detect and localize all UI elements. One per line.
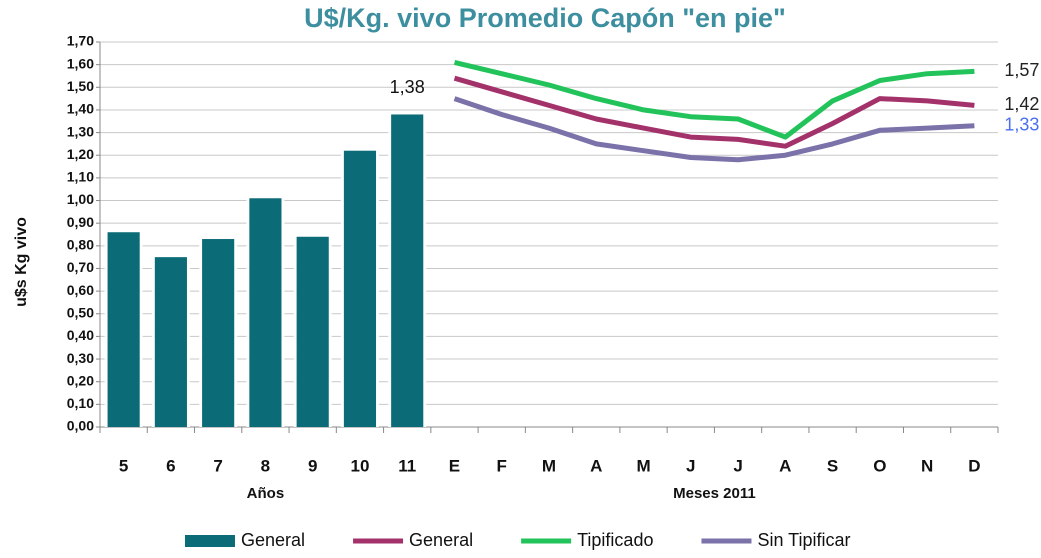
bar	[391, 114, 424, 428]
x-tick-label: A	[779, 456, 791, 475]
y-tick-label: 0,10	[67, 395, 94, 411]
y-tick-label: 1,70	[67, 33, 94, 49]
x-group-label: Meses 2011	[673, 485, 756, 502]
x-tick-label: F	[497, 456, 507, 475]
y-tick-label: 1,50	[67, 78, 94, 94]
y-tick-label: 0,90	[67, 214, 94, 230]
y-tick-label: 0,40	[67, 327, 94, 343]
legend-label: Sin Tipificar	[757, 530, 850, 550]
x-tick-label: A	[590, 456, 602, 475]
x-tick-label: J	[686, 456, 695, 475]
x-tick-label: E	[449, 456, 460, 475]
y-tick-label: 0,30	[67, 350, 94, 366]
y-tick-label: 0,50	[67, 304, 94, 320]
y-tick-label: 1,10	[67, 169, 94, 185]
legend-swatch	[185, 535, 235, 547]
x-tick-label: 10	[350, 456, 369, 475]
y-tick-label: 1,00	[67, 191, 94, 207]
x-tick-label: 8	[261, 456, 270, 475]
x-tick-label: N	[921, 456, 933, 475]
y-tick-label: 0,70	[67, 259, 94, 275]
x-tick-label: M	[636, 456, 650, 475]
bar	[249, 198, 282, 427]
data-label: 1,57	[1004, 60, 1039, 80]
x-tick-label: O	[873, 456, 886, 475]
chart-title: U$/Kg. vivo Promedio Capón "en pie"	[304, 3, 786, 33]
y-tick-label: 0,80	[67, 237, 94, 253]
y-tick-label: 0,20	[67, 372, 94, 388]
x-tick-label: S	[827, 456, 838, 475]
bar	[202, 239, 235, 427]
x-group-label: Años	[247, 485, 285, 502]
x-tick-label: 7	[213, 456, 222, 475]
y-tick-label: 1,20	[67, 146, 94, 162]
y-tick-label: 0,00	[67, 418, 94, 434]
x-tick-label: J	[733, 456, 742, 475]
x-tick-label: 11	[398, 456, 416, 475]
x-tick-label: M	[542, 456, 556, 475]
x-tick-label: 5	[119, 456, 128, 475]
y-tick-label: 1,40	[67, 101, 94, 117]
bar	[107, 232, 140, 427]
legend-label: General	[241, 530, 305, 550]
line	[453, 59, 975, 140]
data-label: 1,33	[1004, 115, 1039, 135]
data-label: 1,42	[1004, 94, 1039, 114]
line	[453, 96, 975, 163]
y-axis-label: u$s Kg vivo	[13, 217, 30, 307]
x-tick-label: 9	[308, 456, 317, 475]
bar	[296, 236, 329, 427]
y-tick-label: 1,30	[67, 123, 94, 139]
line	[453, 75, 975, 149]
legend-label: Tipificado	[577, 530, 653, 550]
x-tick-label: D	[968, 456, 980, 475]
data-label: 1,38	[390, 77, 425, 97]
bar	[343, 150, 377, 428]
bar	[154, 257, 187, 427]
y-tick-label: 0,60	[67, 282, 94, 298]
y-tick-label: 1,60	[67, 55, 94, 71]
x-tick-label: 6	[166, 456, 175, 475]
legend-label: General	[409, 530, 473, 550]
